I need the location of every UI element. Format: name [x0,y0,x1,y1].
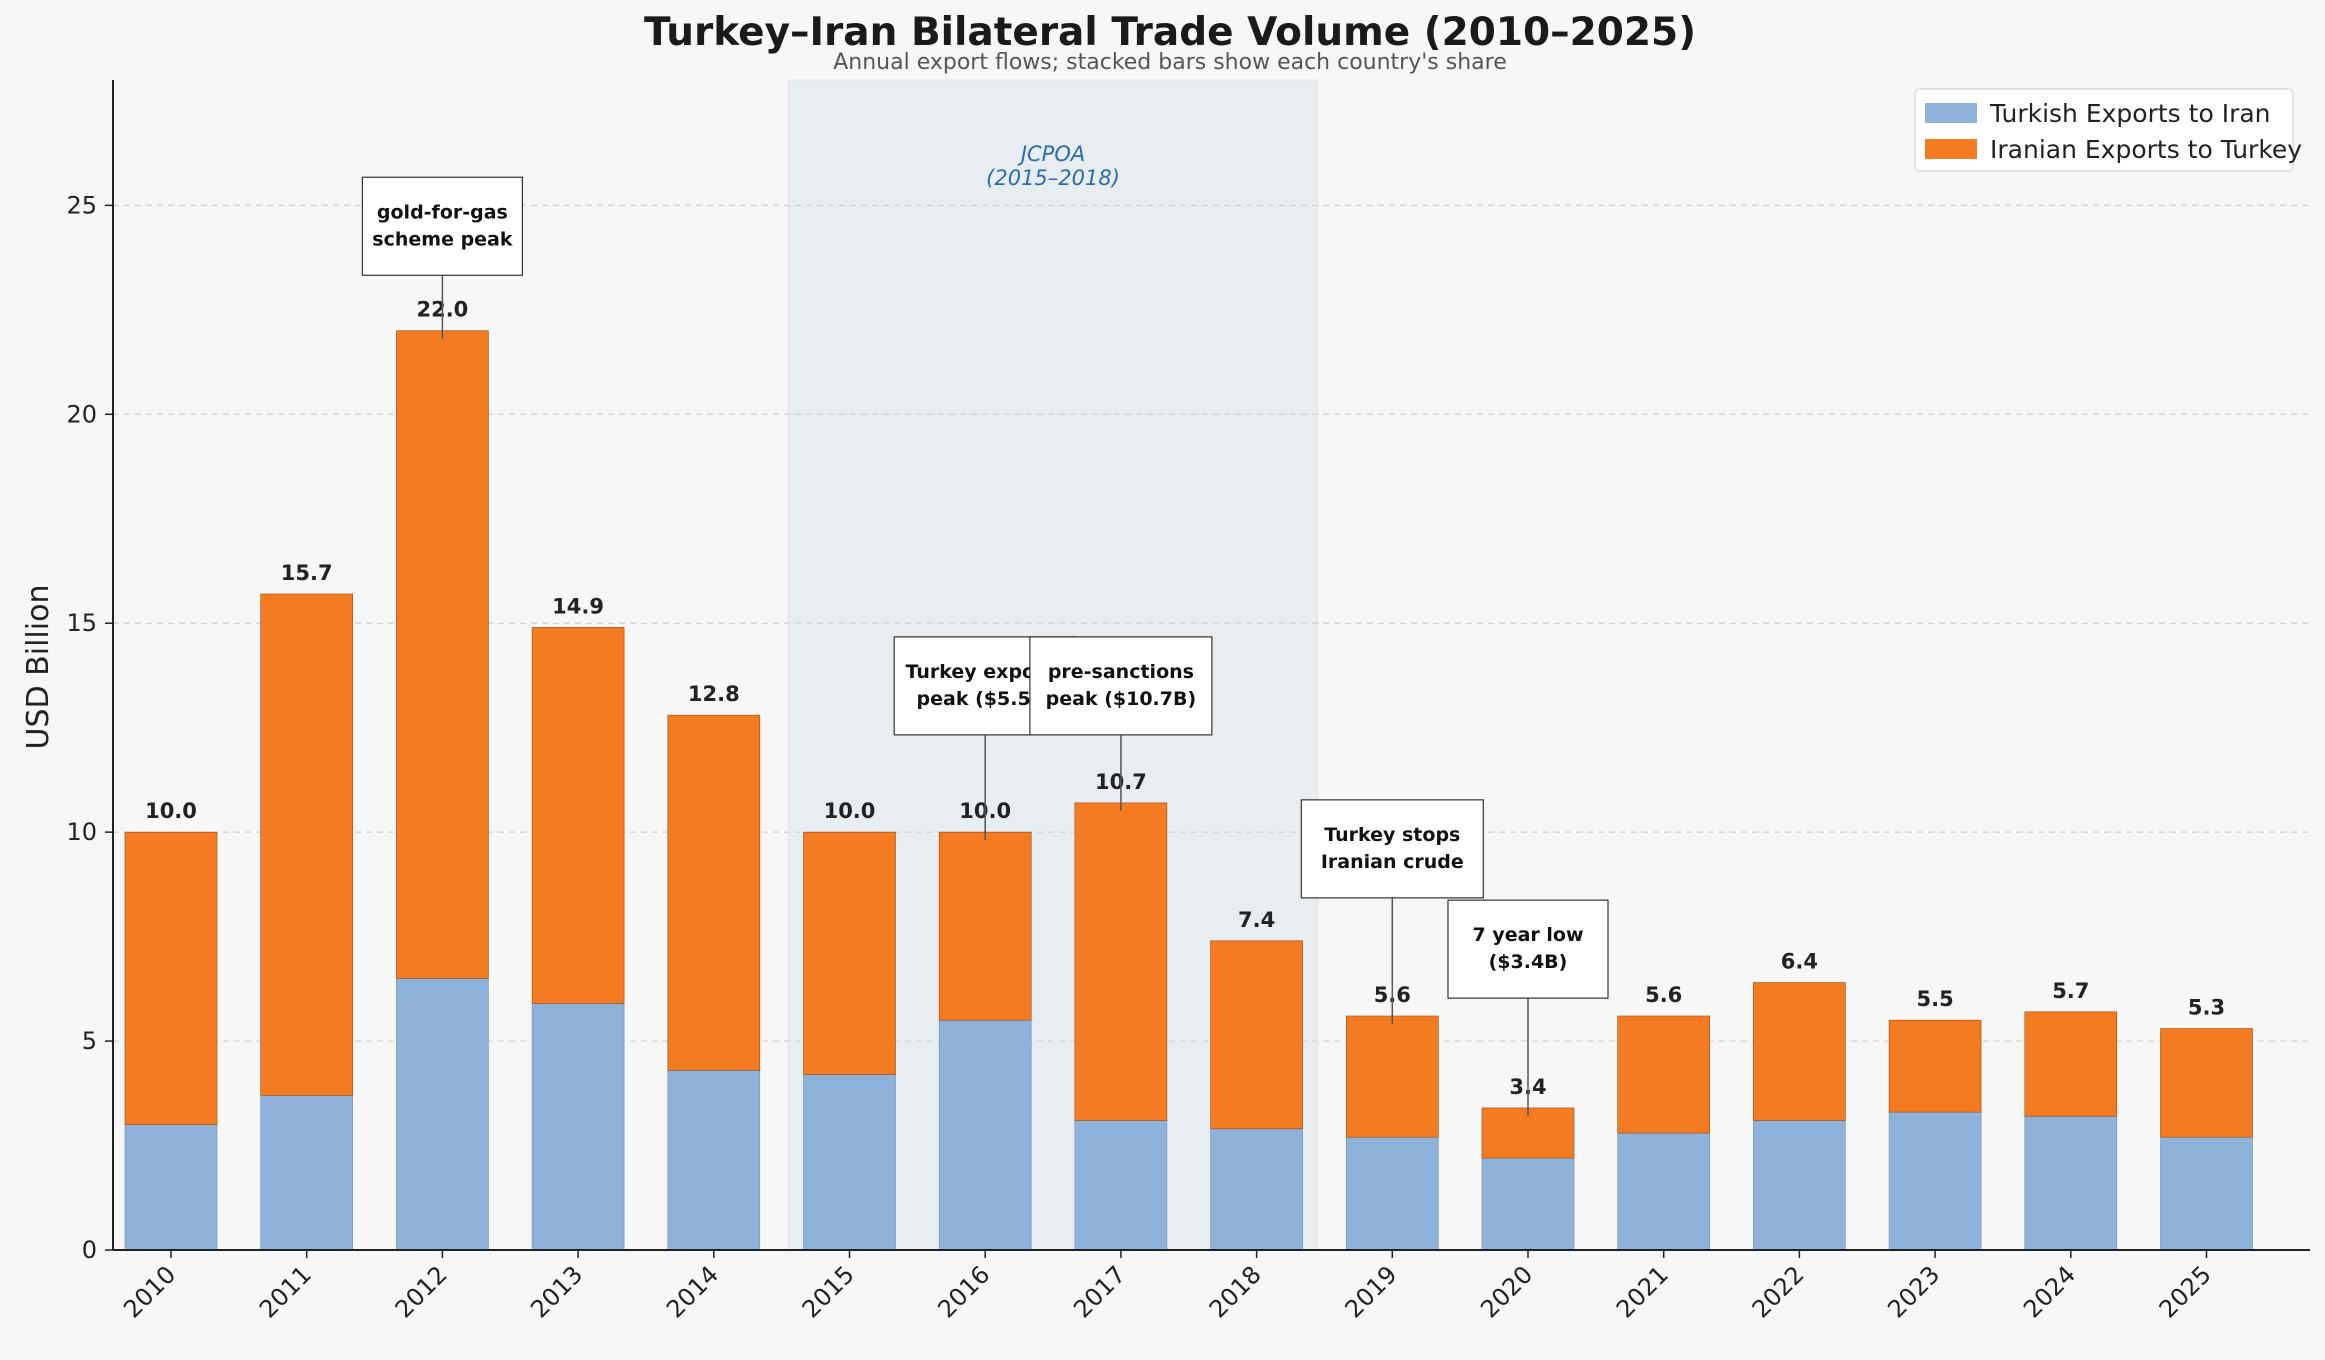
bar-iranian-exports-2024 [2024,1011,2118,1117]
bar-total-label: 15.7 [281,561,333,585]
bar-turkish-exports-2015 [803,1074,896,1251]
bar-iranian-exports-2021 [1617,1015,1710,1134]
annotation-box [1300,799,1484,899]
annotation-text: Iranian crude [1321,851,1464,873]
bar-turkish-exports-2018 [1210,1128,1303,1251]
annotation-text: scheme peak [372,228,513,250]
y-tick-label: 10 [66,818,97,846]
bar-iranian-exports-2022 [1753,982,1846,1121]
bar-turkish-exports-2014 [667,1070,761,1251]
bar-total-label: 12.8 [688,682,740,706]
annotation-text: ($3.4B) [1489,951,1568,973]
chart-title: Turkey–Iran Bilateral Trade Volume (2010… [644,10,1696,55]
x-tick-label: 2017 [1068,1260,1131,1323]
bar-turkish-exports-2021 [1617,1132,1710,1251]
bar-iranian-exports-2018 [1210,940,1303,1130]
bar-iranian-exports-2023 [1888,1019,1982,1113]
bar-turkish-exports-2020 [1481,1157,1575,1251]
bar-turkish-exports-2025 [2160,1136,2253,1251]
bar-turkish-exports-2023 [1888,1111,1982,1251]
bar-total-label: 5.3 [2188,996,2225,1020]
annotation-box [1029,636,1213,736]
bar-total-label: 5.7 [2052,979,2089,1003]
x-tick-label: 2010 [118,1260,181,1323]
bar-iranian-exports-2016 [938,831,1032,1021]
legend-label: Iranian Exports to Turkey [1990,135,2302,164]
annotation-text: Turkey exports [906,661,1065,683]
bar-turkish-exports-2010 [124,1124,218,1251]
bar-total-label: 6.4 [1781,950,1818,974]
x-tick-label: 2023 [1882,1260,1945,1323]
bar-iranian-exports-2011 [260,593,354,1096]
bar-total-label: 5.6 [1645,983,1682,1007]
bar-iranian-exports-2012 [396,330,489,979]
x-tick-label: 2019 [1340,1260,1403,1323]
annotation-text: gold-for-gas [377,201,508,223]
bar-iranian-exports-2025 [2160,1028,2253,1138]
legend-box [1914,88,2294,172]
annotation-text: Turkey stops [1324,824,1460,846]
x-tick-label: 2021 [1611,1260,1674,1323]
bar-iranian-exports-2013 [531,627,625,1004]
x-tick-label: 2018 [1204,1260,1267,1323]
x-tick-label: 2011 [254,1260,317,1323]
bar-total-label: 14.9 [552,594,604,618]
bar-iranian-exports-2017 [1074,802,1168,1121]
y-tick-label: 0 [82,1236,97,1264]
legend-swatch [1925,139,1977,159]
bar-turkish-exports-2024 [2024,1115,2118,1251]
y-tick-label: 5 [82,1027,97,1055]
x-tick-label: 2025 [2154,1260,2217,1323]
shaded-region-label: (2015–2018) [986,166,1120,190]
bar-turkish-exports-2013 [531,1003,625,1251]
x-tick-label: 2013 [525,1260,588,1323]
annotation-box [361,176,523,276]
y-tick-label: 25 [66,191,97,219]
bar-iranian-exports-2019 [1346,1015,1439,1138]
bar-total-label: 7.4 [1238,908,1275,932]
x-tick-label: 2015 [797,1260,860,1323]
bar-iranian-exports-2015 [803,831,896,1075]
annotation-text: peak ($10.7B) [1046,688,1197,710]
x-tick-label: 2012 [390,1260,453,1323]
x-tick-label: 2024 [2018,1260,2081,1323]
x-tick-label: 2016 [932,1260,995,1323]
annotation-text: 7 year low [1472,924,1583,946]
annotation-box [1447,899,1609,999]
annotation-text: peak ($5.5B) [917,688,1054,710]
legend-label: Turkish Exports to Iran [1989,99,2271,128]
bar-turkish-exports-2017 [1074,1120,1168,1251]
bar-turkish-exports-2016 [938,1019,1032,1251]
x-tick-label: 2020 [1475,1260,1538,1323]
y-axis-label: USD Billion [21,585,56,750]
y-tick-label: 20 [66,400,97,428]
legend-swatch [1925,103,1977,123]
bar-iranian-exports-2014 [667,714,761,1071]
bar-iranian-exports-2010 [124,831,218,1125]
bar-turkish-exports-2022 [1753,1120,1846,1251]
bar-turkish-exports-2019 [1346,1136,1439,1251]
bar-total-label: 5.5 [1916,987,1953,1011]
bar-turkish-exports-2012 [396,978,489,1251]
plot-area: JCPOA(2015–2018)051015202510.0201015.720… [66,79,2310,1323]
bar-total-label: 10.0 [145,799,197,823]
bar-iranian-exports-2020 [1481,1107,1575,1159]
annotation-text: pre-sanctions [1048,661,1194,683]
y-tick-label: 15 [66,609,97,637]
shaded-region-label: JCPOA [1017,142,1085,166]
x-tick-label: 2022 [1747,1260,1810,1323]
bar-total-label: 10.0 [824,799,876,823]
bar-turkish-exports-2011 [260,1095,354,1251]
chart-subtitle: Annual export flows; stacked bars show e… [833,50,1506,75]
x-tick-label: 2014 [661,1260,724,1323]
